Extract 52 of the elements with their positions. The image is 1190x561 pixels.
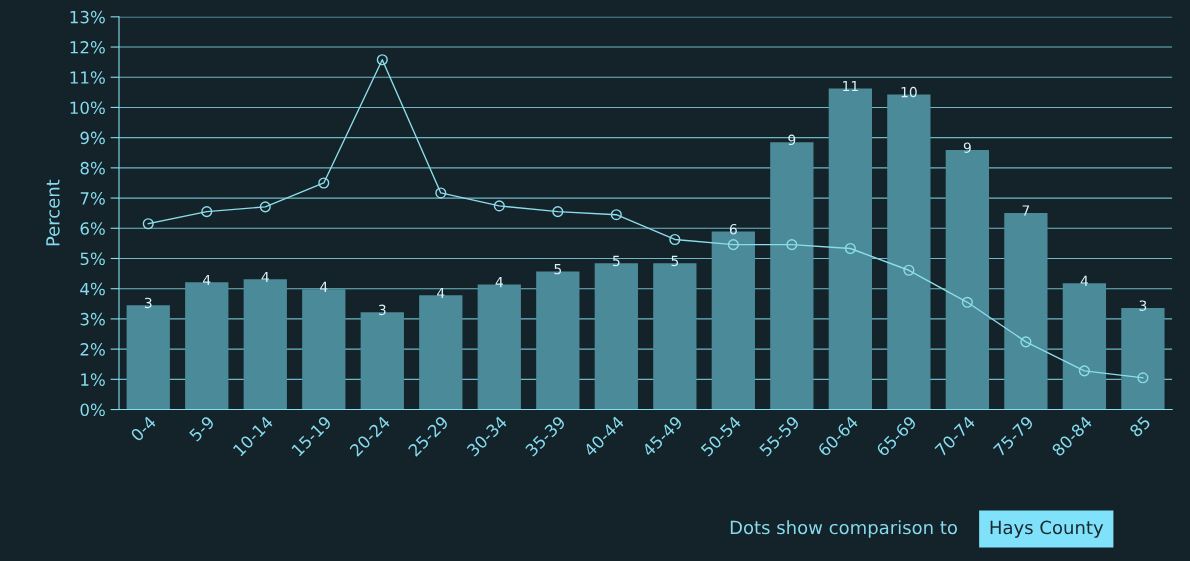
data-label: 10 (901, 86, 917, 98)
data-label: 11 (843, 80, 858, 92)
point (201, 206, 213, 218)
data-label: 9 (963, 142, 971, 153)
point (1137, 372, 1149, 384)
data-label: 7 (1022, 205, 1030, 216)
point (142, 218, 154, 230)
y-tick-label: 10% (70, 101, 105, 115)
point (1078, 365, 1090, 377)
point (318, 177, 330, 189)
y-tick-label: 12% (70, 41, 105, 54)
point (610, 209, 622, 221)
y-axis-title: Percent (46, 179, 60, 246)
point (259, 201, 271, 213)
point (493, 200, 505, 212)
point (727, 239, 739, 251)
x-tick-label: 5-9 (188, 415, 216, 442)
point (961, 296, 973, 308)
point (376, 54, 388, 66)
y-tick-label: 5% (80, 252, 105, 266)
y-tick-label: 7% (80, 192, 105, 205)
data-label: 6 (729, 223, 737, 235)
x-tick-label: 85 (1128, 415, 1151, 438)
y-tick-label: 9% (80, 131, 105, 145)
data-label: 3 (144, 297, 152, 309)
data-label: 4 (203, 274, 211, 286)
point (435, 187, 447, 199)
text: Hays County (990, 520, 1104, 538)
data-label: 4 (495, 277, 503, 288)
data-label: 5 (554, 264, 562, 275)
data-label: 3 (1139, 300, 1147, 311)
point (669, 233, 681, 246)
y-tick-label: 3% (80, 312, 105, 326)
point (903, 264, 915, 276)
data-label: 4 (261, 271, 269, 282)
data-label: 4 (437, 287, 445, 299)
y-tick-label: 6% (80, 222, 105, 235)
data-label: 3 (378, 304, 386, 316)
y-tick-label: 0% (80, 403, 105, 417)
y-tick-label: 8% (80, 161, 105, 175)
data-label: 4 (1080, 275, 1089, 286)
point (552, 206, 564, 218)
y-tick-label: 1% (81, 373, 105, 386)
point (1020, 336, 1032, 348)
y-tick-label: 4% (80, 282, 105, 296)
y-tick-label: 2% (80, 343, 105, 356)
point (786, 239, 798, 251)
x-tick-label: 0-4 (129, 415, 157, 442)
text: Dots show comparison to (730, 520, 957, 538)
y-tick-label: 13% (70, 10, 105, 24)
y-tick-label: 11% (70, 71, 105, 84)
point (844, 242, 856, 255)
